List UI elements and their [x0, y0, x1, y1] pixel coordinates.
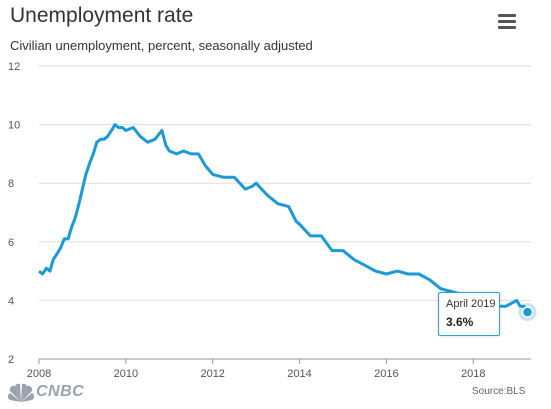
y-tick-label: 2 — [8, 354, 14, 366]
x-tick-label: 2008 — [27, 368, 51, 380]
cnbc-peacock-logo-icon — [7, 383, 35, 402]
hamburger-menu-icon[interactable] — [498, 14, 516, 30]
highlight-point[interactable] — [521, 306, 534, 318]
x-tick-label: 2014 — [287, 368, 311, 380]
series-line — [38, 123, 529, 313]
brand-logo-text: CNBC — [36, 383, 85, 400]
y-tick-label: 12 — [8, 61, 20, 73]
data-tooltip: April 2019 3.6% — [438, 292, 500, 336]
y-tick-label: 8 — [8, 178, 14, 190]
tooltip-date: April 2019 — [446, 298, 496, 310]
source-note: Source:BLS — [472, 386, 526, 397]
y-tick-label: 4 — [8, 295, 14, 307]
x-tick-label: 2010 — [114, 368, 138, 380]
series-layer — [38, 123, 537, 322]
y-tick-label: 6 — [8, 237, 14, 249]
axis-layer: 2 4 6 8 10 12 2008 2010 2012 2014 2016 2018 — [8, 61, 531, 380]
tooltip-value: 3.6% — [446, 315, 474, 329]
x-tick-label: 2018 — [461, 368, 485, 380]
y-tick-label: 10 — [8, 120, 20, 132]
grid-layer — [39, 65, 531, 301]
x-tick-label: 2012 — [200, 368, 224, 380]
chart-subtitle: Civilian unemployment, percent, seasonal… — [10, 38, 313, 53]
chart-title: Unemployment rate — [10, 4, 194, 27]
x-tick-label: 2016 — [374, 368, 398, 380]
